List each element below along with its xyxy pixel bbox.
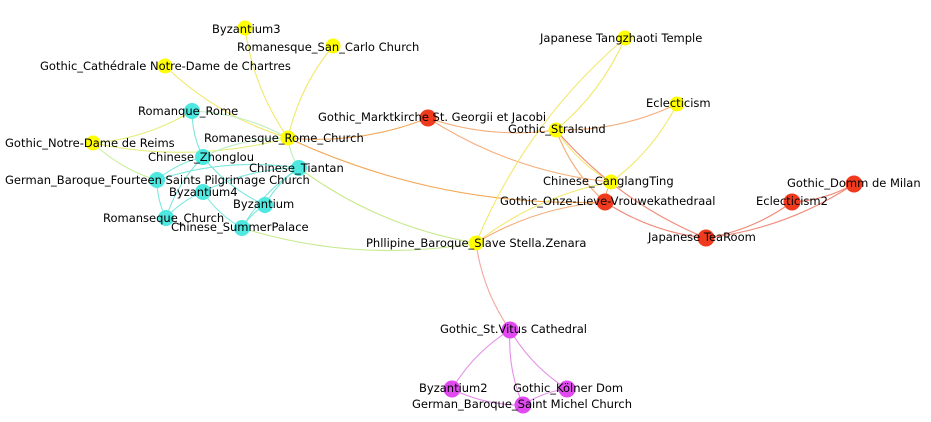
edge-gothic_chartres-romanesque_rome_church	[164, 65, 289, 139]
node-label-gothic_reims: Gothic_Notre-Dame de Reims	[5, 136, 175, 150]
node-label-japanese_tearoom: Japanese TeaRoom	[647, 230, 756, 244]
node-label-romanseque_church: Romanseque_Church	[103, 211, 224, 225]
node-byzantium[interactable]	[257, 197, 273, 213]
node-layer	[85, 20, 863, 414]
node-chinese_summerpalace[interactable]	[234, 220, 250, 236]
node-romanesque_san_carlo[interactable]	[325, 38, 341, 54]
edge-japanese_tangzhaoti-philippine_baroque	[475, 37, 626, 244]
node-eclecticism[interactable]	[669, 96, 685, 112]
node-gothic_marktkirche[interactable]	[419, 109, 437, 127]
node-byzantium2[interactable]	[443, 380, 461, 398]
node-romanesque_rome_church[interactable]	[280, 130, 296, 146]
node-philippine_baroque[interactable]	[468, 235, 484, 251]
node-chinese_canglangting[interactable]	[603, 174, 619, 190]
label-layer: Byzantium3 Romanesque_San_Carlo Church Got…	[5, 22, 921, 411]
node-label-gothic_domm_milan: Gothic_Domm de Milan	[787, 176, 921, 190]
node-byzantium4[interactable]	[195, 184, 211, 200]
node-romanque_rome[interactable]	[184, 103, 200, 119]
edge-gothic_onze_lieve-japanese_tearoom	[604, 201, 707, 239]
node-label-gothic_stralsund: Gothic_Stralsund	[508, 122, 606, 136]
edge-gothic_marktkirche-chinese_canglangting	[427, 117, 612, 183]
edge-romanesque_rome_church-romanque_rome	[191, 110, 289, 139]
node-label-romanesque_san_carlo: Romanesque_San_Carlo Church	[237, 40, 419, 54]
node-label-gothic_st_vitus: Gothic_St.Vitus Cathedral	[440, 322, 587, 336]
edge-chinese_summerpalace-philippine_baroque	[241, 227, 477, 252]
node-label-gothic_onze_lieve: Gothic_Onze-Lieve-Vrouwekathedraal	[500, 194, 716, 208]
node-eclecticism2[interactable]	[783, 193, 801, 211]
edge-romanesque_rome_church-chinese_zhonglou	[202, 137, 289, 158]
edge-gothic_stralsund-gothic_onze_lieve	[555, 129, 606, 203]
edge-philippine_baroque-gothic_st_vitus	[475, 242, 511, 331]
node-japanese_tangzhaoti[interactable]	[617, 30, 633, 46]
node-label-eclecticism: Eclecticism	[646, 96, 711, 110]
node-gothic_domm_milan[interactable]	[845, 175, 863, 193]
edge-chinese_canglangting-eclecticism	[610, 103, 678, 183]
node-label-chinese_canglangting: Chinese_CanglangTing	[543, 174, 674, 188]
edge-gothic_reims-romanque_rome	[92, 110, 193, 144]
node-gothic_kolner_dom[interactable]	[558, 380, 576, 398]
edge-gothic_reims-romanesque_rome_church	[92, 137, 289, 153]
node-german_baroque_fourteen[interactable]	[149, 172, 165, 188]
edge-chinese_tiantan-philippine_baroque	[298, 167, 477, 244]
node-japanese_tearoom[interactable]	[697, 229, 715, 247]
node-byzantium3[interactable]	[237, 20, 253, 36]
edge-gothic_stralsund-japanese_tangzhaoti	[555, 37, 626, 131]
node-chinese_zhonglou[interactable]	[195, 149, 211, 165]
node-gothic_reims[interactable]	[85, 135, 101, 151]
node-label-romanque_rome: Romanque_Rome	[138, 104, 238, 118]
edge-chinese_canglangting-philippine_baroque	[475, 181, 612, 244]
node-gothic_onze_lieve[interactable]	[596, 193, 614, 211]
node-label-byzantium2: Byzantium2	[419, 381, 488, 395]
node-label-gothic_chartres: Gothic_Cathédrale Notre-Dame de Chartres	[40, 59, 291, 73]
node-label-chinese_zhonglou: Chinese_Zhonglou	[148, 150, 254, 164]
node-label-philippine_baroque: Phllipine_Baroque_Slave Stella.Zenara	[366, 236, 586, 250]
node-romanseque_church[interactable]	[158, 210, 174, 226]
node-label-byzantium4: Byzantium4	[169, 185, 238, 199]
edge-romanesque_rome_church-gothic_marktkirche	[287, 117, 429, 140]
node-label-chinese_summerpalace: Chinese_SummerPalace	[171, 220, 309, 234]
node-label-german_baroque_saint_michel: German_Baroque_Saint Michel Church	[412, 397, 632, 411]
edge-chinese_tiantan-byzantium4	[202, 167, 300, 193]
node-label-byzantium3: Byzantium3	[212, 22, 281, 36]
edge-romanesque_rome_church-gothic_onze_lieve	[287, 137, 606, 203]
edge-romanesque_san_carlo-romanesque_rome_church	[287, 45, 334, 139]
node-gothic_stralsund[interactable]	[548, 122, 564, 138]
edge-gothic_marktkirche-gothic_stralsund	[427, 117, 557, 134]
node-label-byzantium: Byzantium	[233, 197, 294, 211]
node-label-romanesque_rome_church: Romanesque_Rome_Church	[204, 131, 364, 145]
node-gothic_st_vitus[interactable]	[501, 321, 519, 339]
edge-gothic_stralsund-eclecticism	[555, 103, 678, 131]
node-label-eclecticism2: Eclecticism2	[756, 194, 828, 208]
node-german_baroque_saint_michel[interactable]	[514, 396, 532, 414]
edge-chinese_tiantan-german_baroque_fourteen	[156, 163, 300, 181]
node-label-gothic_marktkirche: Gothic_Marktkirche St. Georgii et Jacobi	[318, 110, 546, 124]
node-label-chinese_tiantan: Chinese_Tiantan	[249, 161, 344, 175]
edge-gothic_onze_lieve-philippine_baroque	[475, 201, 606, 244]
edge-byzantium3-romanesque_rome_church	[244, 27, 289, 139]
edge-japanese_tearoom-gothic_domm_milan	[705, 183, 855, 239]
node-label-japanese_tangzhaoti: Japanese Tangzhaoti Temple	[539, 31, 702, 45]
node-label-german_baroque_fourteen: German_Baroque_Fourteen Saints Pilgrimag…	[5, 173, 310, 187]
node-gothic_chartres[interactable]	[157, 58, 173, 74]
node-chinese_tiantan[interactable]	[291, 160, 307, 176]
node-label-gothic_kolner_dom: Gothic_Kölner Dom	[513, 381, 623, 395]
edge-gothic_stralsund-japanese_tearoom	[555, 129, 707, 239]
